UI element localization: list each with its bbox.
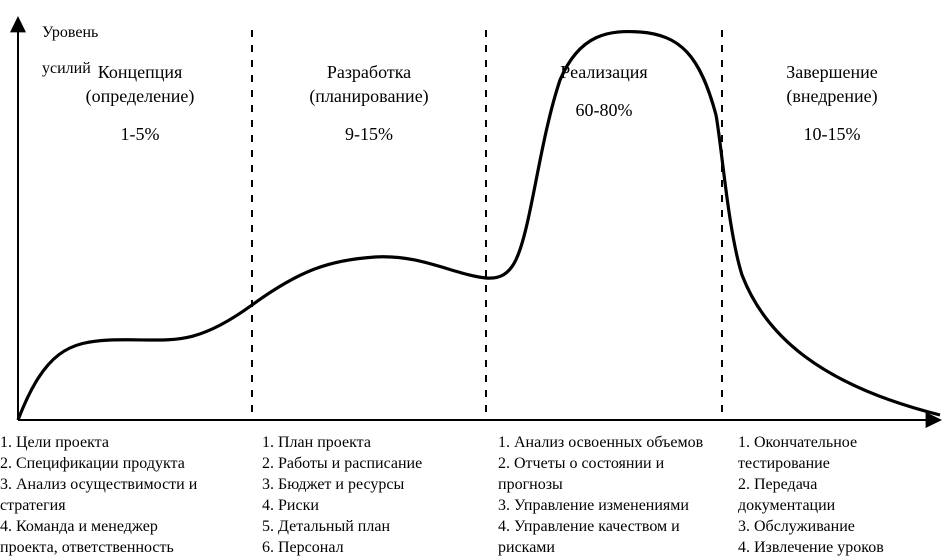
phase-header-realization: Реализация 60-80% bbox=[504, 60, 704, 122]
phase-title: Концепция bbox=[40, 60, 240, 84]
phase-list-realization: 1. Анализ освоенных объемов2. Отчеты о с… bbox=[498, 432, 722, 558]
phase-subtitle: (определение) bbox=[40, 84, 240, 108]
list-item: 4. Риски bbox=[262, 495, 486, 516]
phase-list-development: 1. План проекта2. Работы и расписание3. … bbox=[262, 432, 486, 558]
phase-header-development: Разработка (планирование) 9-15% bbox=[269, 60, 469, 146]
list-item: 5. Детальный план bbox=[262, 516, 486, 537]
list-item: 1. Окончательное bbox=[738, 432, 946, 453]
list-item: 2. Спецификации продукта bbox=[0, 453, 252, 474]
list-item: прогнозы bbox=[498, 474, 722, 495]
phase-list-completion: 1. Окончательноетестирование2. Передачад… bbox=[738, 432, 946, 558]
list-item: 2. Отчеты о состоянии и bbox=[498, 453, 722, 474]
list-item: тестирование bbox=[738, 453, 946, 474]
list-item: 3. Управление изменениями bbox=[498, 495, 722, 516]
list-item: 2. Работы и расписание bbox=[262, 453, 486, 474]
phase-percent: 60-80% bbox=[504, 98, 704, 122]
list-item: 4. Команда и менеджер bbox=[0, 516, 252, 537]
list-item: проекта, ответственность bbox=[0, 537, 252, 558]
phase-title: Реализация bbox=[504, 60, 704, 84]
phase-percent: 10-15% bbox=[732, 122, 932, 146]
phase-percent: 1-5% bbox=[40, 122, 240, 146]
list-item: рисками bbox=[498, 537, 722, 558]
y-axis-label-line1: Уровень bbox=[42, 24, 98, 41]
phase-title: Разработка bbox=[269, 60, 469, 84]
list-item: 3. Бюджет и ресурсы bbox=[262, 474, 486, 495]
diagram-root: { "canvas": { "width": 946, "height": 56… bbox=[0, 0, 946, 560]
phase-subtitle: (внедрение) bbox=[732, 84, 932, 108]
phase-percent: 9-15% bbox=[269, 122, 469, 146]
phase-subtitle: (планирование) bbox=[269, 84, 469, 108]
list-item: 4. Извлечение уроков bbox=[738, 537, 946, 558]
y-axis-arrow bbox=[10, 16, 26, 32]
list-item: 3. Анализ осуществимости и bbox=[0, 474, 252, 495]
list-item: 3. Обслуживание bbox=[738, 516, 946, 537]
list-item: 1. Анализ освоенных объемов bbox=[498, 432, 722, 453]
phase-list-concept: 1. Цели проекта2. Спецификации продукта3… bbox=[0, 432, 252, 558]
phase-header-completion: Завершение (внедрение) 10-15% bbox=[732, 60, 932, 146]
phase-title: Завершение bbox=[732, 60, 932, 84]
list-item: 1. План проекта bbox=[262, 432, 486, 453]
list-item: стратегия bbox=[0, 495, 252, 516]
list-item: 6. Персонал bbox=[262, 537, 486, 558]
list-item: документации bbox=[738, 495, 946, 516]
phase-header-concept: Концепция (определение) 1-5% bbox=[40, 60, 240, 146]
list-item: 2. Передача bbox=[738, 474, 946, 495]
list-item: 1. Цели проекта bbox=[0, 432, 252, 453]
list-item: 4. Управление качеством и bbox=[498, 516, 722, 537]
